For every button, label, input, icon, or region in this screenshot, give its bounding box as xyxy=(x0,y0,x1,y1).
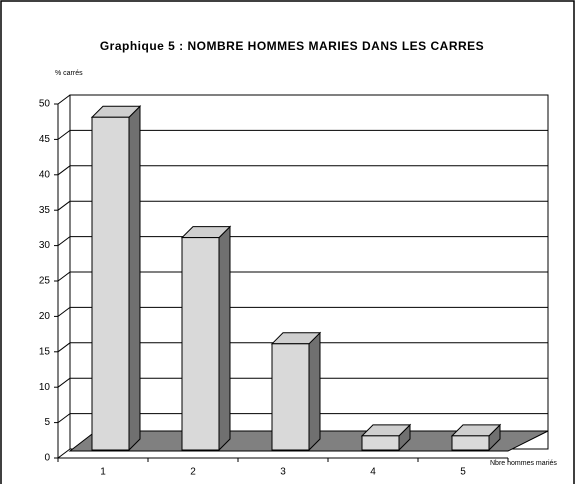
y-tick-label: 0 xyxy=(44,453,50,464)
bar xyxy=(181,237,220,451)
x-tick-label: 3 xyxy=(280,467,286,478)
chart-title: Graphique 5 : NOMBRE HOMMES MARIES DANS … xyxy=(100,39,484,53)
bar xyxy=(361,435,400,451)
grid-line-side xyxy=(57,413,71,424)
y-tick-label: 15 xyxy=(39,346,51,357)
x-tick-label: 2 xyxy=(190,467,196,478)
grid-line-side xyxy=(57,165,71,176)
bar-side xyxy=(308,331,321,452)
y-tick-label: 5 xyxy=(44,417,50,428)
grid-line-side xyxy=(57,200,71,211)
bar-side xyxy=(218,225,231,452)
x-tick-label: 1 xyxy=(100,467,106,478)
bar xyxy=(91,116,130,451)
x-tick-label: 4 xyxy=(370,467,376,478)
y-axis-label: % carrés xyxy=(55,70,83,77)
x-axis-label: Nbre hommes mariés xyxy=(490,460,557,467)
grid-line-side xyxy=(57,129,71,140)
bar-side xyxy=(128,105,141,452)
y-tick-label: 40 xyxy=(39,169,51,180)
grid-line-side xyxy=(57,236,71,247)
grid-line-side xyxy=(57,448,71,459)
bar xyxy=(271,343,310,451)
y-tick-label: 25 xyxy=(39,276,51,287)
y-tick-label: 50 xyxy=(39,99,51,110)
bar xyxy=(451,435,490,451)
y-tick-label: 20 xyxy=(39,311,51,322)
grid-line-side xyxy=(57,271,71,282)
y-tick-label: 10 xyxy=(39,382,51,393)
grid-line-side xyxy=(57,94,71,105)
grid-line-side xyxy=(57,377,71,388)
x-tick-label: 5 xyxy=(460,467,466,478)
y-tick-label: 35 xyxy=(39,205,51,216)
y-tick-label: 30 xyxy=(39,240,51,251)
grid-line-side xyxy=(57,342,71,353)
y-tick-label: 45 xyxy=(39,134,51,145)
grid-line-side xyxy=(57,306,71,317)
